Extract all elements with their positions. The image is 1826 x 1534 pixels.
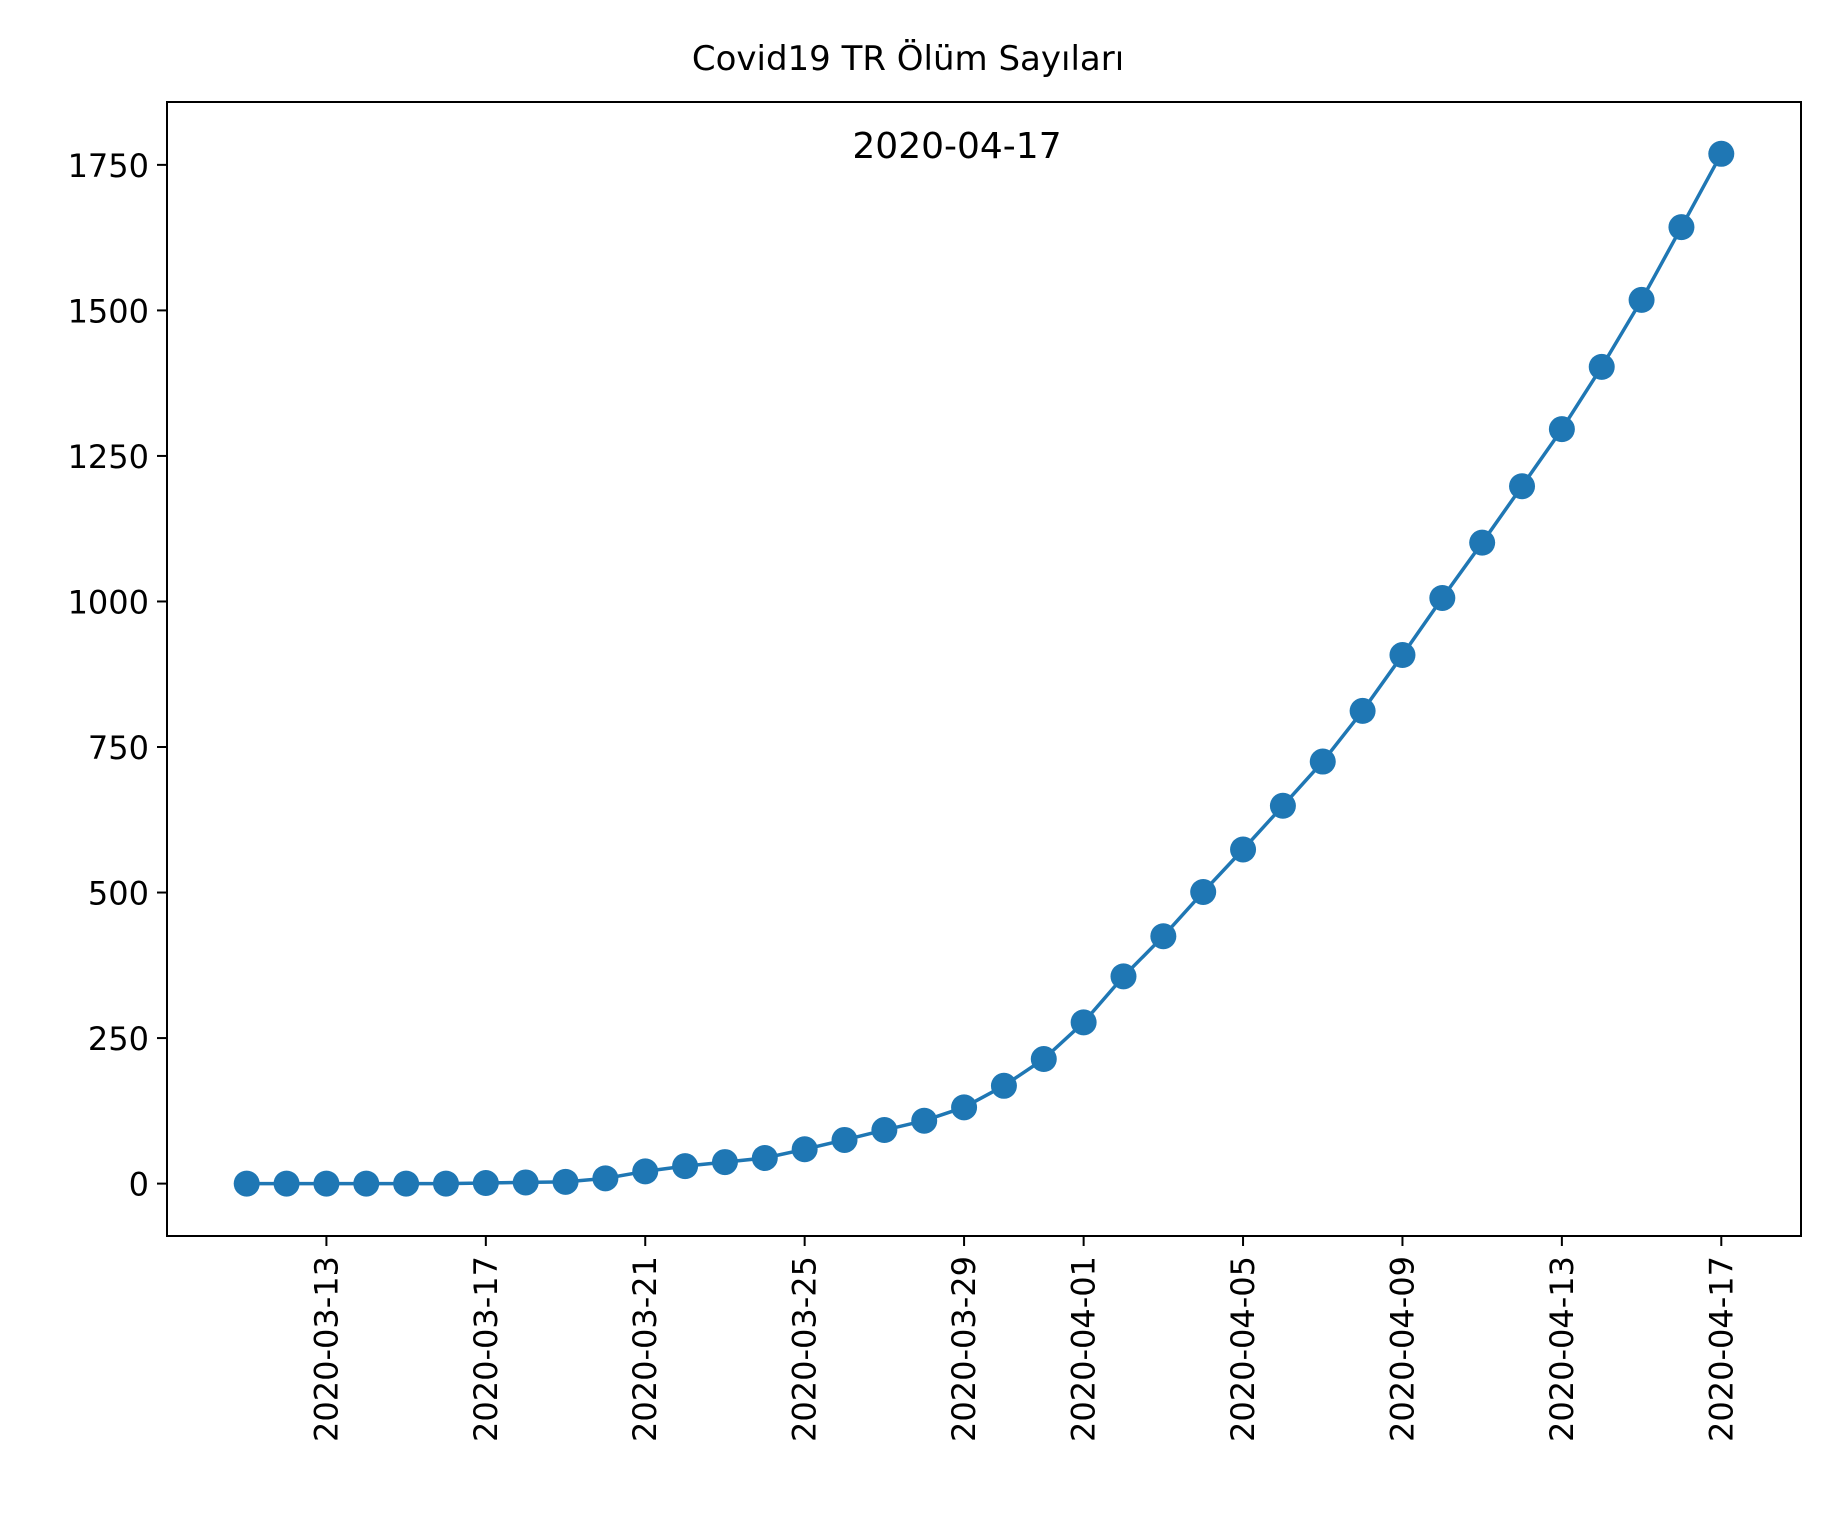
y-tick-label: 0 xyxy=(129,1166,149,1204)
data-point xyxy=(233,1170,260,1197)
series-line xyxy=(246,152,1723,1186)
data-point xyxy=(711,1149,738,1176)
data-point xyxy=(672,1153,699,1180)
x-tick-label: 2020-03-29 xyxy=(945,1256,983,1442)
data-point xyxy=(1548,416,1575,443)
x-tick-label: 2020-04-05 xyxy=(1224,1256,1262,1442)
data-point xyxy=(592,1165,619,1192)
x-tick-label: 2020-04-01 xyxy=(1065,1256,1103,1442)
axes xyxy=(166,101,1802,1237)
y-tick-label: 500 xyxy=(88,875,149,913)
data-point xyxy=(273,1170,300,1197)
x-tick-label: 2020-04-09 xyxy=(1383,1256,1421,1442)
plot-frame xyxy=(166,101,1802,1237)
x-tick-label: 2020-04-13 xyxy=(1543,1256,1581,1442)
x-tick-label: 2020-03-21 xyxy=(626,1256,664,1442)
data-point xyxy=(1509,473,1536,500)
data-point xyxy=(1349,697,1376,724)
data-point xyxy=(1110,963,1137,990)
y-tick-label: 1750 xyxy=(68,147,149,185)
data-point xyxy=(1309,748,1336,775)
y-axis-ticks: 0 250 500 750 1000 1250 1500 1750 xyxy=(68,147,167,1204)
chart-title: Covid19 TR Ölüm Sayıları xyxy=(692,38,1124,79)
data-point xyxy=(632,1158,659,1185)
data-point xyxy=(1030,1046,1057,1073)
data-point xyxy=(552,1168,579,1195)
y-tick-label: 1250 xyxy=(68,438,149,476)
data-point xyxy=(951,1094,978,1121)
data-point xyxy=(432,1170,459,1197)
data-point xyxy=(1429,584,1456,611)
data-point xyxy=(990,1072,1017,1099)
data-point xyxy=(831,1126,858,1153)
data-point xyxy=(791,1136,818,1163)
data-point xyxy=(1230,836,1257,863)
data-point xyxy=(1628,286,1655,313)
y-tick-label: 250 xyxy=(88,1020,149,1058)
data-point xyxy=(751,1144,778,1171)
data-point xyxy=(1389,642,1416,669)
date-annotation: 2020-04-17 xyxy=(852,126,1061,167)
data-point xyxy=(353,1170,380,1197)
data-point xyxy=(1269,792,1296,819)
y-tick-label: 750 xyxy=(88,729,149,767)
data-point xyxy=(1708,140,1735,167)
data-point xyxy=(1588,353,1615,380)
data-point xyxy=(911,1107,938,1134)
data-point xyxy=(1150,923,1177,950)
x-tick-label: 2020-03-17 xyxy=(467,1256,505,1442)
data-point xyxy=(1469,529,1496,556)
data-point xyxy=(1668,214,1695,241)
x-tick-label: 2020-04-17 xyxy=(1702,1256,1740,1442)
data-point xyxy=(313,1170,340,1197)
y-tick-label: 1000 xyxy=(68,583,149,621)
y-tick-label: 1500 xyxy=(68,292,149,330)
data-point xyxy=(1070,1009,1097,1036)
data-point xyxy=(512,1169,539,1196)
data-point xyxy=(393,1170,420,1197)
data-point xyxy=(871,1117,898,1144)
data-point xyxy=(1190,878,1217,905)
series-1 xyxy=(233,140,1735,1197)
data-point xyxy=(472,1170,499,1197)
x-tick-label: 2020-03-13 xyxy=(307,1256,345,1442)
x-tick-label: 2020-03-25 xyxy=(786,1256,824,1442)
x-axis-ticks: 2020-03-13 2020-03-17 2020-03-21 2020-03-25… xyxy=(307,1236,1740,1442)
